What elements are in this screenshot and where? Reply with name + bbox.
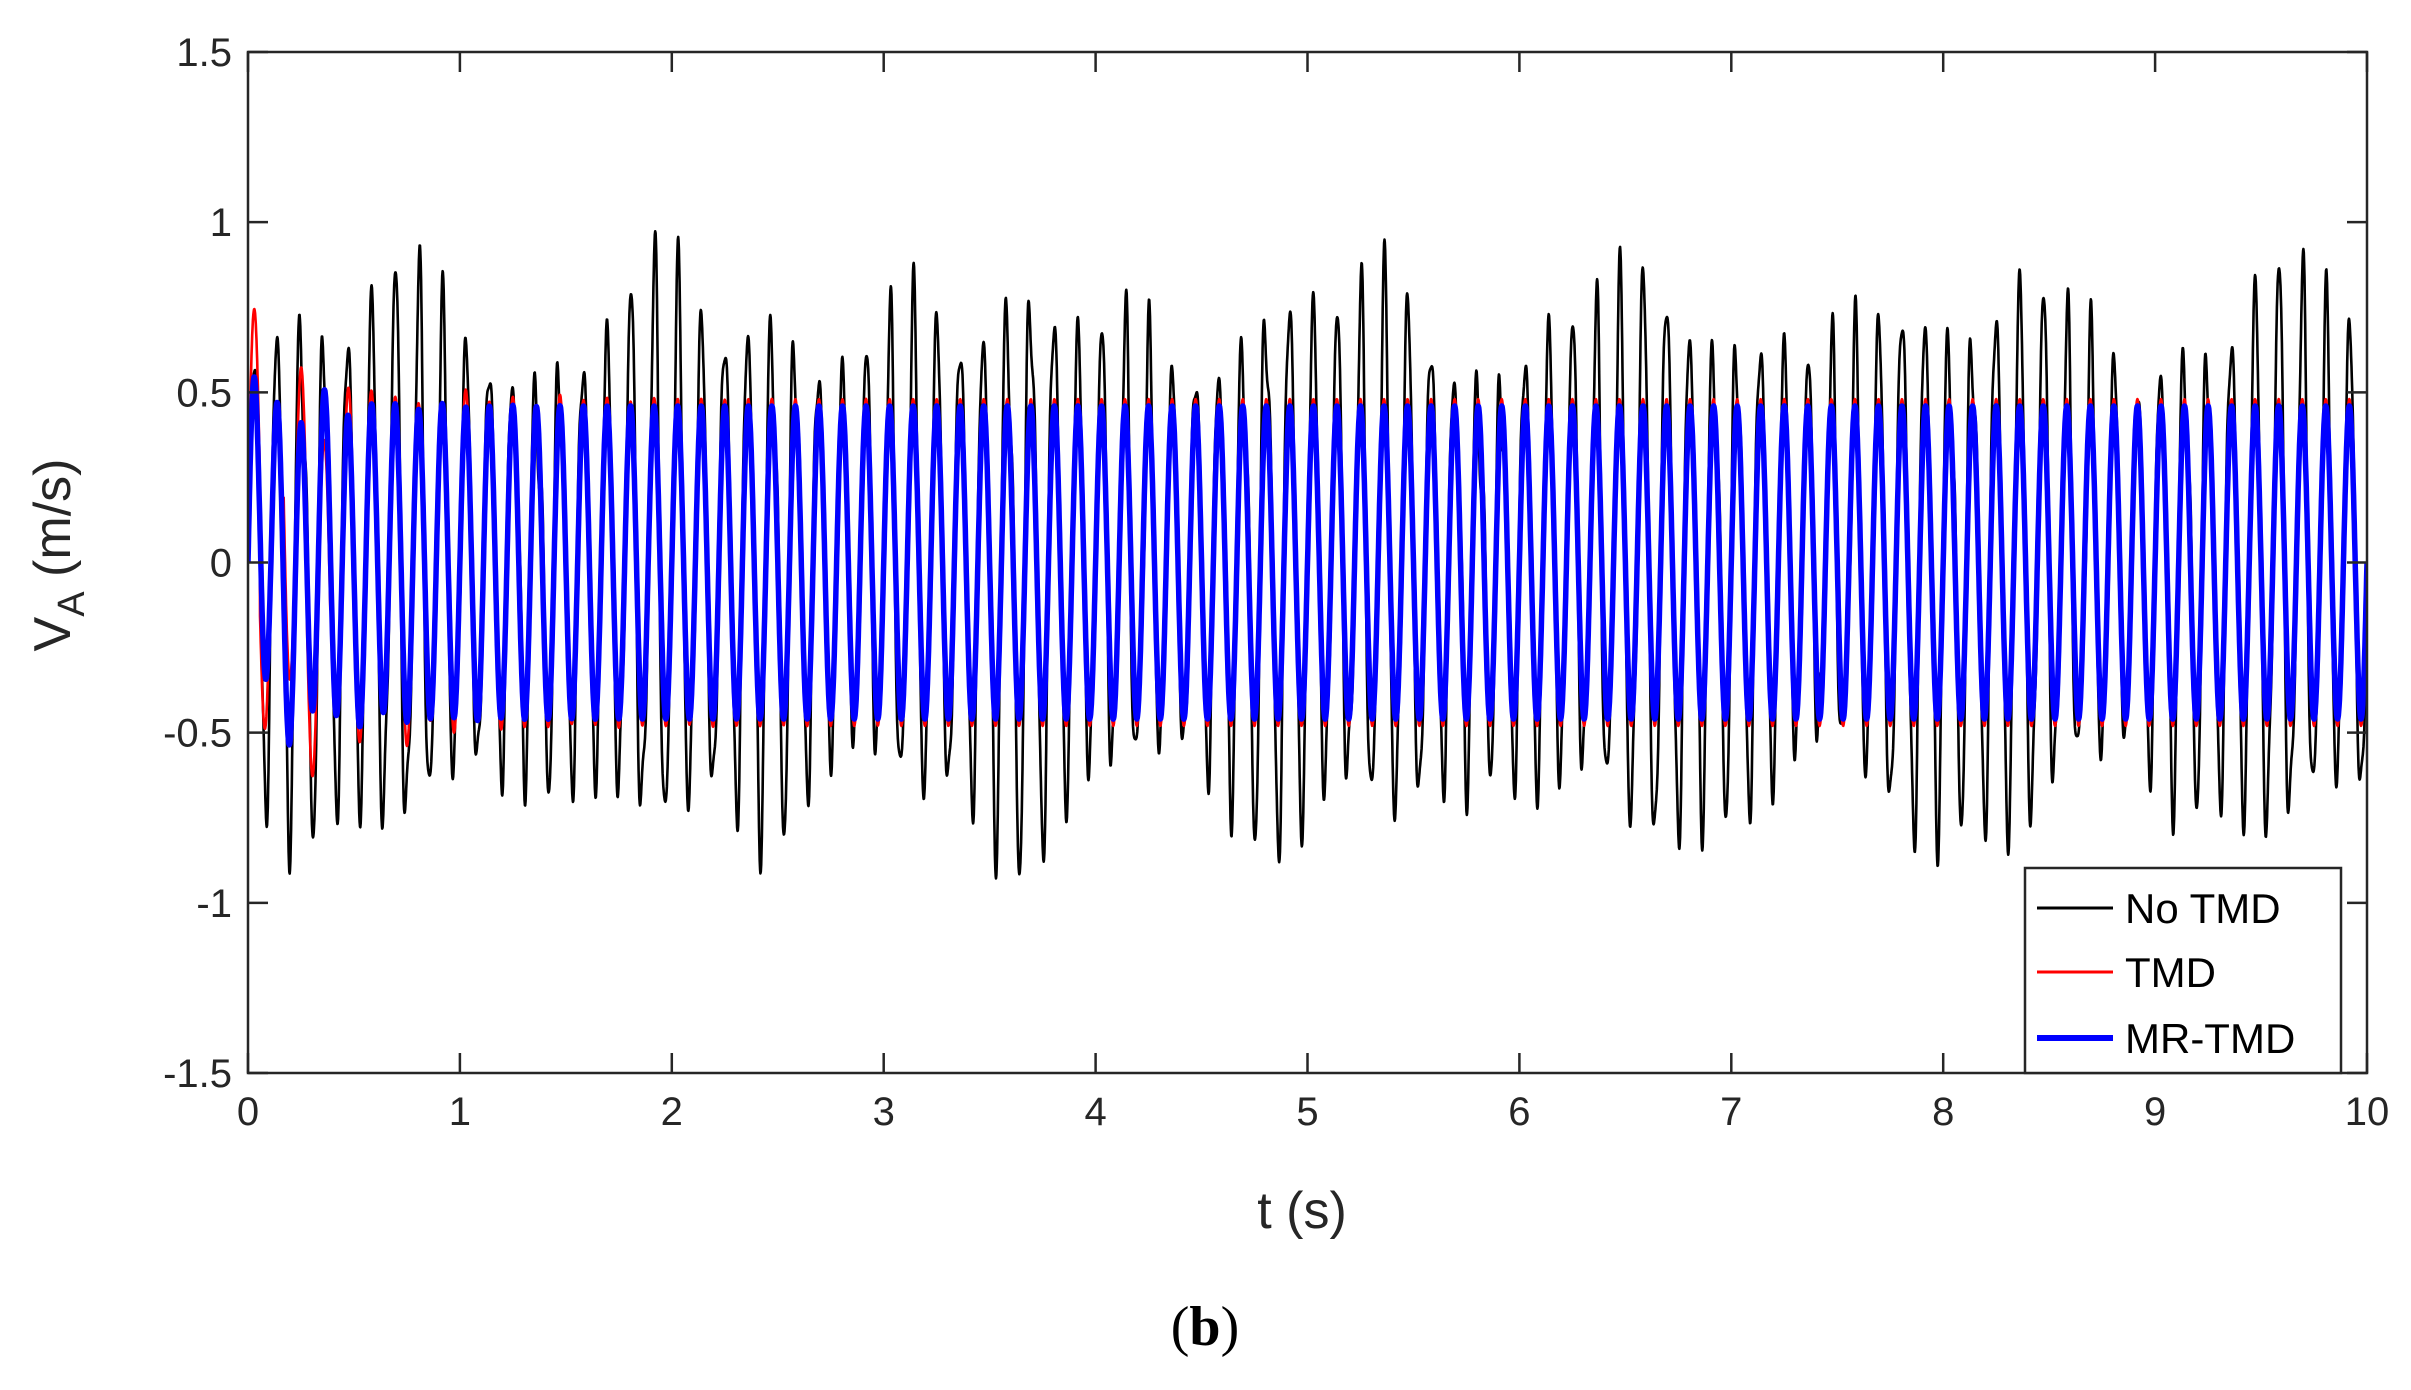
y-axis-label-subscript: A xyxy=(51,591,93,617)
y-tick-label: 1.5 xyxy=(176,31,232,75)
ticks-layer: 0 1 2 3 4 5 6 7 8 9 10 -1.5 -1 -0.5 0 0.5 1 1.5 xyxy=(163,31,2389,1134)
x-tick-label: 3 xyxy=(873,1090,895,1134)
y-axis-label-main: V xyxy=(24,616,82,651)
legend-label-tmd: TMD xyxy=(2125,949,2216,996)
x-tick-label: 8 xyxy=(1932,1090,1954,1134)
x-tick-label: 6 xyxy=(1508,1090,1530,1134)
x-tick-label: 2 xyxy=(661,1090,683,1134)
plot-layer xyxy=(248,230,2367,880)
x-tick-label: 10 xyxy=(2345,1090,2390,1134)
caption-open: ( xyxy=(1171,1296,1190,1358)
y-tick-label: 0.5 xyxy=(176,371,232,415)
y-tick-label: -0.5 xyxy=(163,712,232,756)
caption-close: ) xyxy=(1221,1296,1240,1358)
y-tick-label: 0 xyxy=(210,542,232,586)
y-axis-label: VA (m/s) xyxy=(24,459,93,652)
caption-letter: b xyxy=(1189,1296,1220,1358)
x-tick-label: 1 xyxy=(449,1090,471,1134)
x-tick-label: 0 xyxy=(237,1090,259,1134)
y-tick-label: -1.5 xyxy=(163,1052,232,1096)
x-tick-label: 7 xyxy=(1720,1090,1742,1134)
x-tick-label: 9 xyxy=(2144,1090,2166,1134)
legend: No TMD TMD MR-TMD xyxy=(2023,866,2343,1075)
x-axis-label: t (s) xyxy=(1257,1182,1347,1240)
x-tick-label: 4 xyxy=(1084,1090,1106,1134)
series-group xyxy=(248,230,2367,880)
figure-caption: (b) xyxy=(1171,1296,1239,1358)
series-mr-tmd-line xyxy=(248,374,2367,748)
y-tick-label: 1 xyxy=(210,201,232,245)
x-tick-label: 5 xyxy=(1296,1090,1318,1134)
y-tick-label: -1 xyxy=(196,882,232,926)
legend-label-no-tmd: No TMD xyxy=(2125,885,2281,932)
y-axis-label-unit: (m/s) xyxy=(24,459,82,592)
legend-label-mr-tmd: MR-TMD xyxy=(2125,1015,2295,1062)
